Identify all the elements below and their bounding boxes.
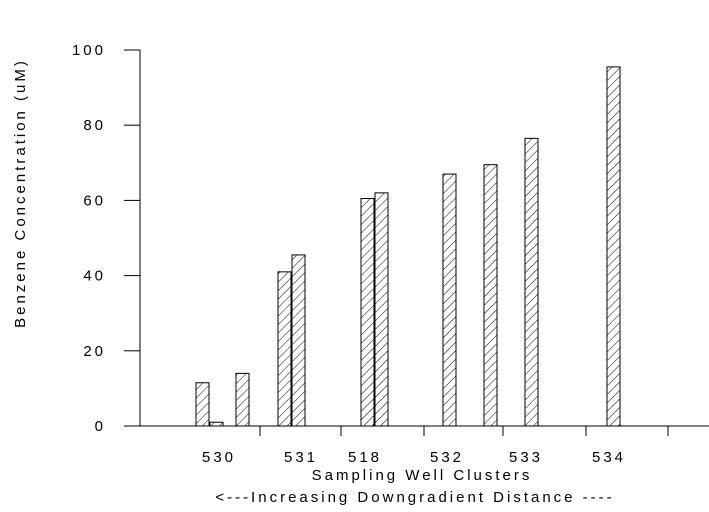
y-tick-label: 20: [83, 343, 106, 360]
bar-532-9: [483, 164, 498, 427]
bar-518-6: [360, 198, 375, 427]
x-axis-sublabel: <---Increasing Downgradient Distance ---…: [215, 489, 614, 506]
x-category-label-518: 518: [348, 449, 382, 466]
y-tick-label: 100: [72, 42, 106, 59]
bar-530-1: [195, 382, 210, 427]
y-tick-label: 80: [83, 117, 106, 134]
bar-531-4: [277, 271, 292, 427]
x-category-label-533: 533: [509, 449, 543, 466]
bars-layer: [195, 66, 621, 427]
bar-533-10: [524, 137, 539, 427]
bar-532-8: [442, 173, 457, 427]
bar-531-5: [291, 254, 306, 427]
x-axis-label: Sampling Well Clusters: [312, 467, 533, 484]
y-tick-label: 40: [83, 268, 106, 285]
x-category-label-530: 530: [202, 449, 236, 466]
y-axis-label: Benzene Concentration (uM): [12, 58, 29, 328]
bar-530-2: [209, 421, 224, 427]
bar-534-11: [606, 66, 621, 427]
bar-518-7: [374, 192, 389, 427]
x-ticks: 530 531 518 532 533 534: [202, 426, 669, 466]
x-category-label-534: 534: [592, 449, 626, 466]
x-category-label-531: 531: [284, 449, 318, 466]
y-tick-label: 0: [95, 418, 106, 435]
y-tick-label: 60: [83, 192, 106, 209]
y-ticks: 0 20 40 60 80 100: [72, 42, 140, 435]
bar-530-3: [235, 372, 250, 427]
x-category-label-532: 532: [430, 449, 464, 466]
